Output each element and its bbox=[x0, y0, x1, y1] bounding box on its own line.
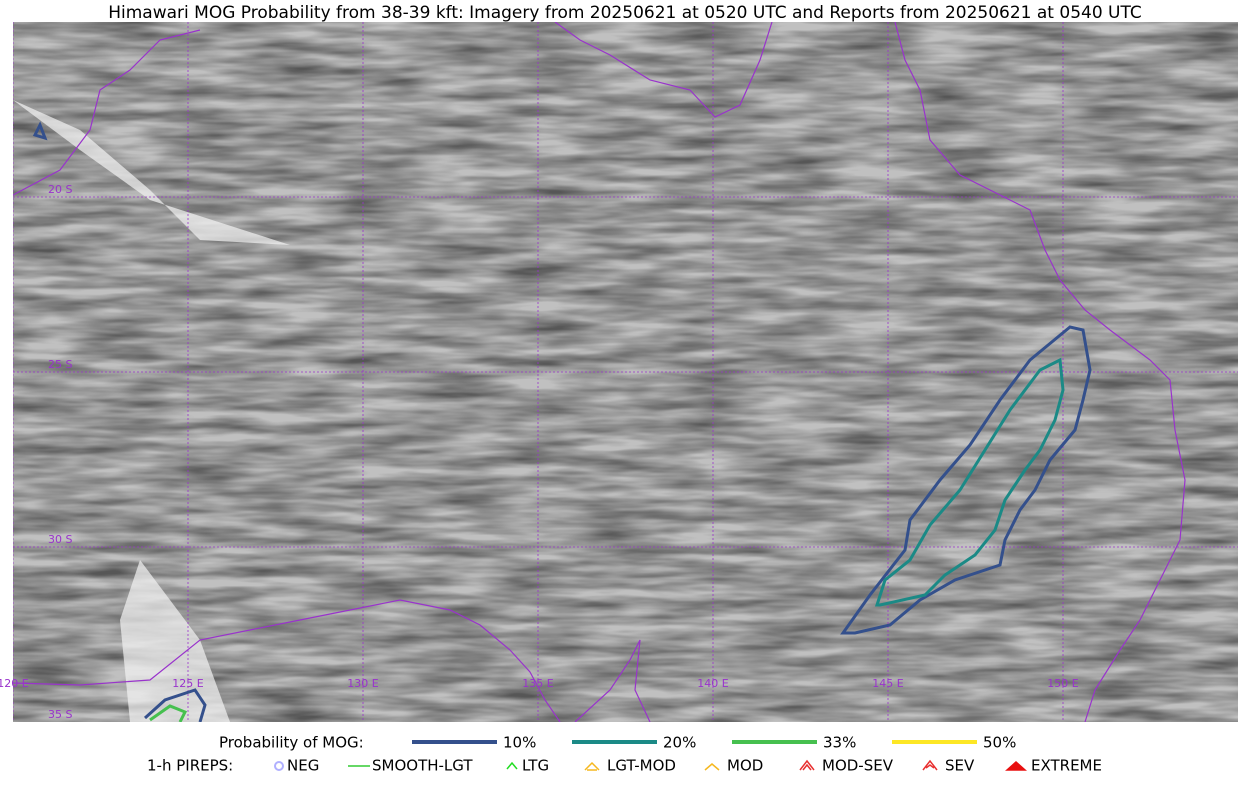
legend-icon bbox=[274, 761, 284, 771]
legend-icon bbox=[704, 763, 720, 771]
legend: Probability of MOG: 10% 20% 33% 50% 1-h PIREP… bbox=[147, 734, 1102, 775]
legend-label: SEV bbox=[945, 757, 975, 775]
lon-label: 120 E bbox=[0, 677, 29, 690]
legend-label: SMOOTH-LGT bbox=[372, 757, 473, 775]
legend-icon bbox=[922, 759, 938, 771]
legend-icon bbox=[1005, 760, 1027, 771]
legend-label: 33% bbox=[823, 734, 856, 752]
legend-label: LTG bbox=[522, 757, 549, 775]
graticule bbox=[13, 22, 1238, 722]
lon-label: 125 E bbox=[172, 677, 203, 690]
lat-label: 25 S bbox=[48, 358, 72, 371]
contour-20 bbox=[874, 357, 1065, 607]
contour-10 bbox=[32, 121, 207, 722]
coastline bbox=[554, 22, 773, 118]
legend-title: 1-h PIREPS: bbox=[147, 757, 233, 775]
legend-icon bbox=[584, 761, 600, 771]
lon-label: 130 E bbox=[347, 677, 378, 690]
title: Himawari MOG Probability from 38-39 kft:… bbox=[108, 3, 1142, 23]
lon-label: 140 E bbox=[697, 677, 728, 690]
lat-label: 20 S bbox=[48, 183, 72, 196]
legend-label: MOD bbox=[727, 757, 763, 775]
legend-icon bbox=[506, 761, 518, 770]
lon-label: 150 E bbox=[1047, 677, 1078, 690]
contour-10 bbox=[840, 325, 1092, 635]
map bbox=[13, 22, 1238, 722]
lat-label: 30 S bbox=[48, 533, 72, 546]
legend-label: MOD-SEV bbox=[822, 757, 894, 775]
contour-33 bbox=[149, 704, 188, 722]
lon-label: 145 E bbox=[872, 677, 903, 690]
legend-label: 50% bbox=[983, 734, 1016, 752]
cloud bbox=[13, 100, 290, 722]
lon-label: 135 E bbox=[522, 677, 553, 690]
legend-label: 10% bbox=[503, 734, 536, 752]
legend-label: EXTREME bbox=[1031, 757, 1102, 775]
legend-label: 20% bbox=[663, 734, 696, 752]
coastline bbox=[13, 29, 201, 196]
lat-label: 35 S bbox=[48, 708, 72, 721]
legend-label: LGT-MOD bbox=[607, 757, 676, 775]
grid-labels: 20 S 25 S 30 S 35 S 120 E 125 E 130 E 135 E 140 … bbox=[0, 183, 1079, 721]
legend-title: Probability of MOG: bbox=[219, 734, 364, 752]
legend-icon bbox=[799, 759, 815, 771]
coastline bbox=[894, 22, 1186, 722]
legend-label: NEG bbox=[287, 757, 319, 775]
coastline bbox=[13, 599, 651, 722]
